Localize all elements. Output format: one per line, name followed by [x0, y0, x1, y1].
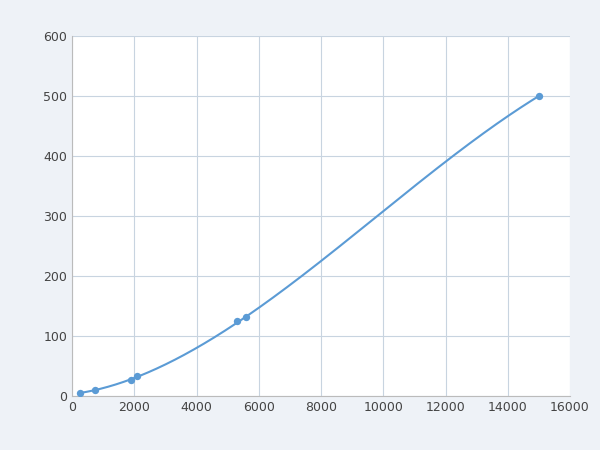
Point — [75, 389, 85, 396]
Point — [133, 373, 142, 380]
Point — [91, 387, 100, 394]
Point — [232, 317, 242, 324]
Point — [534, 92, 544, 99]
Point — [127, 377, 136, 384]
Point — [241, 313, 251, 320]
